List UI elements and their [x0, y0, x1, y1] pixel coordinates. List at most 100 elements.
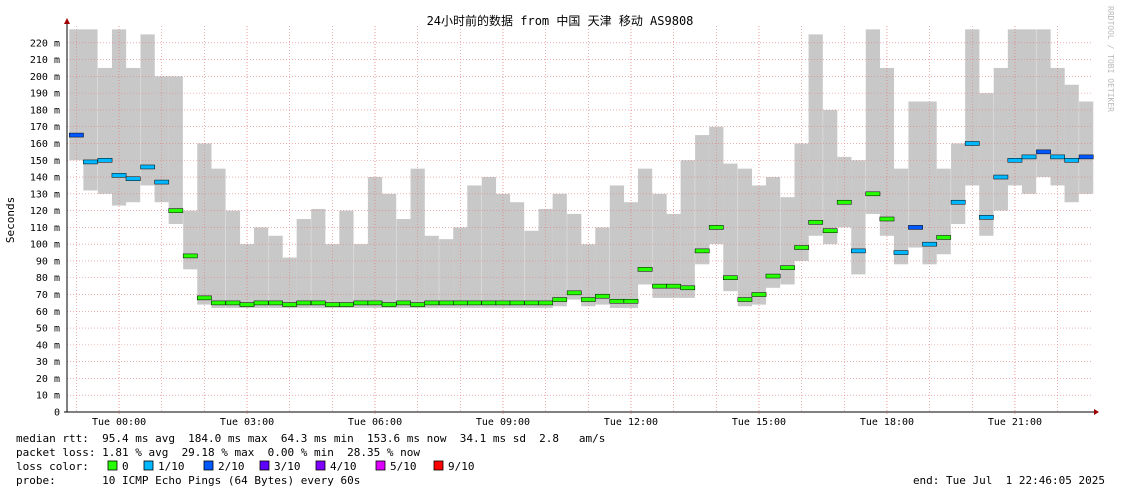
smoke [951, 143, 966, 225]
smoke [325, 244, 340, 308]
median-rtt [424, 300, 440, 306]
median-rtt [182, 253, 198, 259]
y-tick-label: 120 m [30, 206, 60, 217]
smoke [837, 156, 852, 228]
y-tick-label: 80 m [36, 273, 60, 284]
y-tick-label: 160 m [30, 139, 60, 150]
median-rtt [552, 297, 568, 302]
y-tick-label: 110 m [30, 223, 60, 234]
median-rtt [737, 297, 753, 302]
smoke [311, 208, 326, 308]
smoke [296, 219, 311, 308]
median-rtt [125, 176, 141, 181]
probe-info: probe: 10 ICMP Echo Pings (64 Bytes) eve… [16, 474, 360, 487]
median-rtt [154, 179, 170, 185]
y-tick-label: 170 m [30, 122, 60, 133]
median-rtt [637, 267, 653, 272]
legend-label: 1/10 [158, 460, 185, 473]
smoke [381, 193, 397, 308]
median-rtt [310, 300, 326, 306]
y-tick-label: 40 m [36, 340, 60, 351]
smoke [453, 227, 468, 308]
median-rtt [324, 302, 340, 307]
plot: 0 10 m 20 m 30 m 40 m 50 m 60 m 70 m 80 m 90 m 100… [30, 18, 1099, 428]
smoke [183, 210, 198, 270]
x-tick-label: Tue 15:00 [732, 417, 786, 428]
x-tick-label: Tue 00:00 [92, 417, 146, 428]
smoke [794, 143, 809, 261]
median-rtt [580, 297, 596, 302]
median-rtt [111, 173, 127, 178]
smoke [126, 67, 141, 203]
y-tick-label: 20 m [36, 374, 60, 385]
smoke [652, 193, 667, 298]
median-rtt [652, 283, 667, 289]
median-rtt [538, 300, 554, 306]
smoke [439, 239, 454, 308]
legend-swatch [107, 460, 118, 471]
median-rtt [282, 302, 298, 307]
legend-swatch [315, 460, 326, 471]
median-rtt [140, 164, 155, 170]
median-rtt [908, 225, 923, 230]
smoke [680, 160, 695, 298]
smoke [481, 177, 497, 308]
median-rtt [225, 300, 241, 306]
smoke [524, 230, 539, 308]
smoke [737, 168, 752, 307]
smoke [609, 185, 625, 308]
legend-label: 0 [122, 460, 129, 473]
legend-label: 5/10 [390, 460, 417, 473]
smoke [339, 210, 354, 308]
median-rtt [410, 302, 426, 307]
median-rtt [978, 215, 994, 220]
median-rtt [780, 265, 795, 270]
median-rtt [69, 132, 84, 138]
y-tick-label: 60 m [36, 307, 60, 318]
y-tick-label: 190 m [30, 89, 60, 100]
smoke [908, 101, 923, 248]
smoke [637, 168, 653, 285]
smoke [595, 227, 610, 305]
smoke [538, 208, 553, 308]
median-rtt [268, 300, 283, 306]
y-tick-label: 200 m [30, 72, 60, 83]
legend-label: 4/10 [330, 460, 357, 473]
median-rtt [936, 235, 952, 240]
smoke [1036, 29, 1051, 178]
smoke [1064, 84, 1079, 203]
median-rtt [481, 300, 497, 306]
median-rtt [1021, 154, 1037, 160]
median-rtt [950, 199, 966, 205]
loss-color-label: loss color: [16, 460, 89, 473]
median-rtt [97, 158, 113, 163]
y-tick-label: 100 m [30, 240, 60, 251]
watermark: RRDTOOL / TOBI OETIKER [1106, 6, 1115, 112]
median-rtt [964, 141, 980, 146]
median-rtt [922, 241, 937, 247]
legend-label: 2/10 [218, 460, 245, 473]
median-rtt [765, 273, 781, 279]
smoke [893, 168, 909, 265]
median-rtt [723, 275, 738, 280]
y-tick-label: 210 m [30, 55, 60, 66]
median-rtt [467, 300, 482, 306]
median-rtt [1007, 158, 1023, 163]
median-rtt [993, 174, 1009, 180]
smoke [282, 257, 297, 308]
smoke [69, 29, 84, 161]
smoke [253, 227, 269, 308]
median-rtt [509, 300, 525, 306]
smoke [765, 177, 781, 288]
smoke [140, 34, 155, 186]
y-tick-label: 180 m [30, 105, 60, 116]
median-rtt [1078, 154, 1094, 160]
y-tick-label: 130 m [30, 189, 60, 200]
legend-swatch [203, 460, 214, 471]
y-tick-label: 90 m [36, 256, 60, 267]
smoke [695, 135, 710, 265]
median-rtt [353, 300, 369, 306]
smoke [851, 160, 866, 275]
median-rtt [396, 300, 411, 306]
smoke [97, 67, 113, 194]
